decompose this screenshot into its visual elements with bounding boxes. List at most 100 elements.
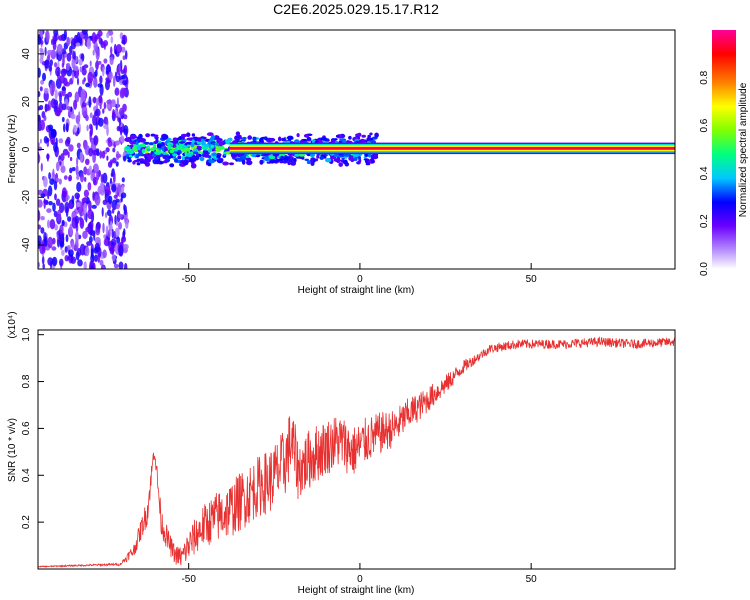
noise-speck [40,162,43,172]
noise-speck [71,241,75,250]
signal-speck [169,163,175,168]
noise-speck [112,157,117,164]
noise-speck [53,30,59,37]
noise-speck [99,104,102,110]
signal-speck [319,155,325,160]
noise-speck [69,223,73,236]
noise-speck [120,75,126,80]
noise-speck [86,241,93,246]
signal-speck [128,154,133,158]
noise-speck [83,140,86,147]
signal-speck [363,158,369,161]
noise-speck [52,168,55,178]
noise-speck [49,59,53,67]
noise-speck [93,41,98,52]
signal-speck [155,159,160,164]
signal-speck [281,137,286,142]
y-tick-label: 0.6 [21,421,32,435]
signal-speck [146,155,154,160]
noise-speck [101,150,106,159]
noise-speck [84,176,87,182]
bottom-y-axis-label: SNR (10 * v/v) [7,418,18,482]
noise-speck [121,184,125,194]
noise-speck [58,101,63,113]
noise-speck [70,113,76,120]
noise-speck [78,111,81,123]
noise-speck [97,83,103,88]
signal-speck [178,141,186,144]
signal-speck [172,153,178,157]
noise-speck [64,246,68,253]
signal-speck [190,163,197,169]
noise-speck [110,36,114,44]
noise-speck [69,156,73,162]
noise-speck [120,135,125,143]
noise-speck [61,103,67,111]
signal-speck [369,132,373,136]
noise-speck [74,91,80,103]
signal-speck [246,160,253,166]
noise-speck [102,108,105,114]
noise-speck [118,261,124,269]
signal-speck [141,148,146,154]
signal-speck [286,135,294,140]
noise-speck [89,112,93,119]
noise-speck [39,242,45,255]
y-tick-label: -20 [21,190,32,205]
signal-speck [280,155,284,159]
x-tick-label: 0 [357,574,363,585]
noise-speck [74,215,80,225]
noise-speck [67,91,73,98]
signal-speck [314,158,319,162]
signal-speck [136,158,141,162]
noise-speck [102,249,107,259]
signal-speck [303,133,310,138]
noise-speck [103,238,109,246]
noise-speck [43,115,47,122]
noise-speck [45,104,50,112]
bottom-y-ticks: 0.2 0.4 0.6 0.8 1.0 [21,327,44,529]
noise-speck [64,201,70,214]
noise-speck [66,106,71,111]
signal-speck [353,153,360,158]
signal-speck [144,155,148,159]
noise-speck [119,107,125,116]
signal-speck [180,133,188,138]
signal-speck [374,132,379,138]
noise-speck [106,32,110,39]
signal-speck [169,149,175,154]
noise-speck [44,59,50,69]
noise-speck [77,127,80,135]
noise-speck [61,62,65,68]
noise-speck [39,119,46,131]
noise-speck [123,228,126,237]
colorbar-tick-label: 0.4 [699,166,710,180]
noise-speck [53,142,58,153]
signal-speck [186,152,193,157]
noise-speck [76,156,79,166]
colorbar-tick-label: 0.2 [699,214,710,228]
noise-speck [117,184,122,193]
noise-speck [55,198,61,206]
noise-speck [42,263,45,269]
signal-speck [139,160,145,164]
noise-speck [48,201,53,206]
noise-speck [99,259,104,266]
noise-speck [121,39,126,45]
signal-speck [235,131,241,136]
signal-speck [224,139,231,143]
noise-speck [104,212,108,219]
noise-speck [96,221,101,230]
noise-speck [107,229,111,238]
y-tick-label: 20 [21,96,32,108]
noise-speck [114,87,120,96]
noise-speck [46,153,50,162]
noise-speck [123,64,128,75]
signal-speck [266,138,273,143]
noise-speck [85,82,91,88]
noise-speck [92,176,98,186]
signal-speck [125,146,131,150]
noise-speck [73,99,78,110]
noise-speck [112,75,116,88]
